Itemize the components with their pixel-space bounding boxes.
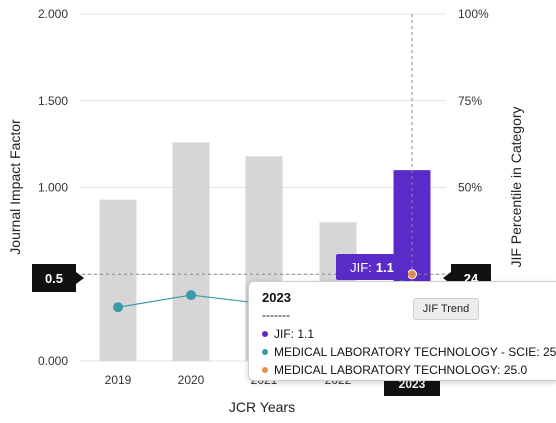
tooltip-title: 2023 xyxy=(262,290,291,305)
series-dot-icon xyxy=(262,349,268,355)
jif-bar[interactable] xyxy=(172,142,210,361)
tooltip-row-text: JIF: 1.1 xyxy=(274,327,315,341)
y-tick-label: 0.000 xyxy=(38,354,68,368)
data-tooltip: 2023 ------- JIF: 1.1 MEDICAL LABORATORY… xyxy=(248,281,556,381)
y2-axis-title: JIF Percentile in Category xyxy=(508,106,524,267)
jif-bar[interactable] xyxy=(99,199,137,361)
tooltip-row: JIF: 1.1 xyxy=(262,325,556,343)
y-tick-label: 1.500 xyxy=(38,94,68,108)
tooltip-row: MEDICAL LABORATORY TECHNOLOGY - SCIE: 25… xyxy=(262,343,556,361)
tooltip-row: MEDICAL LABORATORY TECHNOLOGY: 25.0 xyxy=(262,361,556,379)
y2-tick-label: 75% xyxy=(458,94,482,108)
series-dot-icon xyxy=(262,367,268,373)
tooltip-row-text: MEDICAL LABORATORY TECHNOLOGY: 25.0 xyxy=(274,363,528,377)
x-tick-label: 2020 xyxy=(178,373,205,387)
y2-tick-label: 100% xyxy=(458,7,489,21)
y-axis-title: Journal Impact Factor xyxy=(7,119,23,255)
tooltip-row-text: MEDICAL LABORATORY TECHNOLOGY - SCIE: 25… xyxy=(274,345,556,359)
jif-value-label: JIF: 1.1 xyxy=(336,254,408,280)
x-axis-title: JCR Years xyxy=(229,399,295,415)
series-dot-icon xyxy=(262,331,268,337)
trend-tooltip: JIF Trend xyxy=(413,298,479,320)
line-point xyxy=(186,290,196,301)
jif-label-prefix: JIF: xyxy=(350,259,372,275)
x-tick-label: 2019 xyxy=(105,373,132,387)
y-crosshair-marker: 0.5 xyxy=(32,264,84,292)
jif-label-value: 1.1 xyxy=(375,259,394,275)
y-tick-label: 2.000 xyxy=(38,7,68,21)
tooltip-separator: ------- xyxy=(262,308,290,322)
line-point xyxy=(113,302,123,313)
y-tick-label: 1.000 xyxy=(38,181,68,195)
y2-tick-label: 50% xyxy=(458,181,482,195)
